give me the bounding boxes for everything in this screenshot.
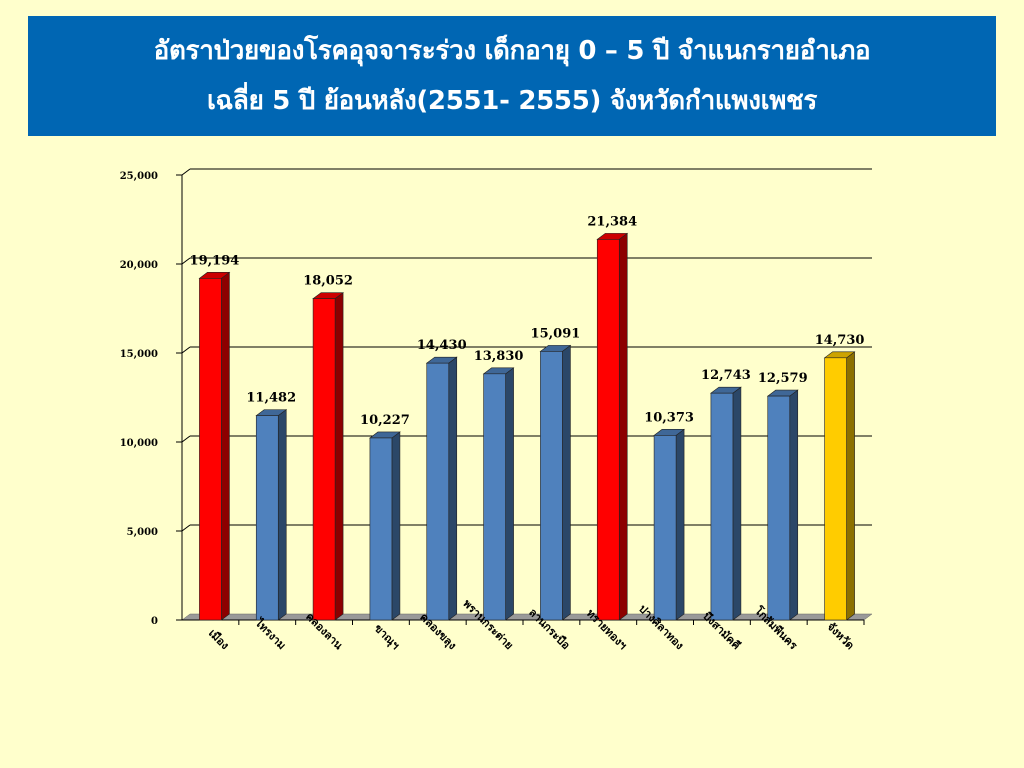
gridline-connector bbox=[181, 435, 191, 443]
bar-side bbox=[675, 428, 685, 621]
bar-side bbox=[277, 409, 287, 621]
bar bbox=[369, 437, 393, 621]
gridline-connector bbox=[181, 257, 191, 265]
bar-side bbox=[846, 351, 855, 621]
bar-side bbox=[391, 431, 401, 621]
bar bbox=[710, 392, 734, 621]
gridline-connector bbox=[181, 346, 191, 354]
bar bbox=[312, 298, 336, 621]
bar-value-label: 18,052 bbox=[303, 274, 353, 289]
chart-title-line-1: อัตราป่วยของโรคอุจจาระร่วง เด็กอายุ 0 – … bbox=[153, 36, 871, 66]
bar-side bbox=[562, 344, 571, 621]
bar-value-label: 10,373 bbox=[644, 410, 694, 425]
bar bbox=[426, 362, 450, 621]
x-category-label: ขาณุฯ bbox=[371, 622, 402, 653]
x-category-label: จังหวัด bbox=[825, 620, 857, 652]
bar-side bbox=[732, 386, 742, 621]
bar-value-label: 14,430 bbox=[417, 338, 467, 353]
bar bbox=[540, 351, 563, 621]
bar-side bbox=[221, 271, 230, 621]
bar-side bbox=[618, 232, 628, 621]
y-tick-label: 10,000 bbox=[120, 438, 158, 449]
bar-side bbox=[448, 356, 458, 621]
bar-value-label: 13,830 bbox=[474, 349, 524, 364]
bar-value-label: 12,579 bbox=[758, 371, 808, 386]
bar-value-label: 11,482 bbox=[246, 391, 296, 406]
chart-title-line-2: เฉลี่ย 5 ปี ย้อนหลัง(2551- 2555) จังหวัด… bbox=[206, 86, 818, 116]
y-tick-label: 0 bbox=[151, 616, 158, 627]
gridline-connector bbox=[181, 168, 191, 176]
bar-value-label: 21,384 bbox=[587, 214, 637, 229]
bar-value-label: 19,194 bbox=[190, 253, 240, 268]
x-category-label: เมือง bbox=[206, 627, 231, 652]
y-tick-label: 5,000 bbox=[127, 527, 158, 538]
bar-value-label: 12,743 bbox=[701, 368, 751, 383]
gridline-connector bbox=[181, 524, 191, 532]
bar bbox=[596, 239, 620, 621]
bar bbox=[824, 357, 847, 621]
bar bbox=[653, 435, 677, 621]
bar bbox=[483, 373, 506, 621]
y-tick-label: 25,000 bbox=[120, 171, 158, 182]
bar-value-label: 14,730 bbox=[815, 333, 865, 348]
bar-side bbox=[505, 367, 514, 621]
bar-value-label: 15,091 bbox=[531, 326, 581, 341]
chart-title-box: อัตราป่วยของโรคอุจจาระร่วง เด็กอายุ 0 – … bbox=[28, 16, 996, 136]
bar-side bbox=[789, 389, 799, 621]
bar-value-label: 10,227 bbox=[360, 413, 410, 428]
bar bbox=[255, 415, 279, 621]
bar bbox=[767, 395, 791, 621]
bar bbox=[199, 278, 222, 621]
y-tick-label: 15,000 bbox=[120, 349, 158, 360]
y-tick-label: 20,000 bbox=[120, 260, 158, 271]
bar-side bbox=[334, 292, 344, 621]
